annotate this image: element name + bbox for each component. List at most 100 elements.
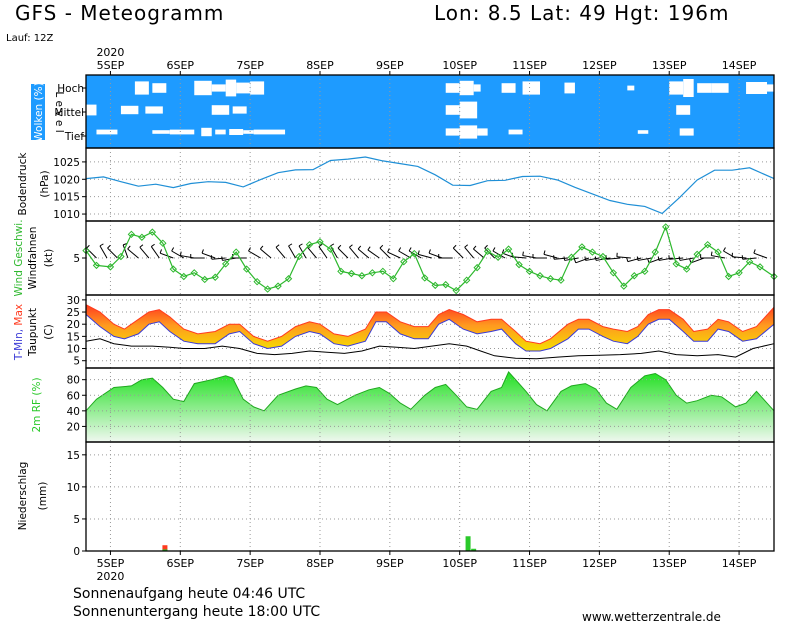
cloud-block-high	[697, 83, 712, 93]
wind-barb	[658, 257, 673, 261]
wind-barb-flag	[288, 243, 293, 247]
wind-barb-flag	[398, 247, 402, 252]
tmax-line	[85, 304, 775, 345]
wind-barb	[711, 255, 726, 259]
x-tick-label-bottom: 11SEP	[512, 557, 547, 570]
x-tick-label-top: 13SEP	[652, 59, 687, 72]
cloud-block-low	[215, 129, 226, 135]
wind-speed-point	[515, 260, 523, 269]
wind-speed-point	[609, 269, 618, 277]
y-tick-label: 0	[73, 546, 80, 558]
wind-speed-point	[452, 286, 460, 295]
wind-barb-flag	[99, 243, 104, 247]
wind-barb	[648, 257, 663, 264]
x-tick-label-bottom: 9SEP	[376, 557, 404, 570]
precip-bar-total	[465, 536, 471, 551]
cloud-blocks	[86, 79, 774, 139]
wind-barb	[464, 246, 475, 259]
cloud-block-low	[201, 127, 212, 137]
wind-barb	[288, 245, 296, 259]
wind-speed-point	[159, 239, 167, 247]
wind-barb-flag	[127, 245, 131, 250]
wind-barb	[318, 246, 328, 259]
wind-speed-point	[180, 272, 188, 281]
wind-speed-markers	[82, 223, 778, 295]
wind-barb	[367, 249, 380, 259]
wind-barb-flag	[379, 244, 384, 249]
wind-barb-flag	[248, 247, 251, 252]
wind-speed-point	[483, 247, 492, 256]
frame-precip	[85, 441, 775, 552]
cloud-block-mid	[445, 105, 460, 115]
y-tick-label: 60	[67, 390, 80, 402]
page-title: GFS - Meteogramm	[15, 1, 225, 25]
cloud-block-high	[194, 80, 212, 96]
cloud-block-high	[564, 82, 575, 94]
wind-barb-flag	[387, 248, 390, 253]
wind-speed-point	[326, 245, 335, 253]
yticks-rh: 20 40 60 80	[67, 375, 86, 433]
wind-speed-point	[400, 257, 408, 266]
wind-barb	[357, 248, 370, 259]
x-tick-label-top: 7SEP	[236, 59, 264, 72]
wind-speed-point	[641, 267, 649, 276]
wind-barb-flag	[473, 245, 477, 250]
location-readout: Lon: 8.5 Lat: 49 Hgt: 196m	[434, 1, 730, 25]
wind-speed-point	[578, 243, 586, 251]
wind-barb-flag	[298, 243, 303, 247]
grid-pressure	[109, 148, 740, 221]
wind-barb	[637, 257, 652, 261]
precip-unit: (mm)	[37, 482, 49, 511]
x-tick-label-top: 14SEP	[722, 59, 757, 72]
source-text: www.wetterzentrale.de	[582, 610, 721, 624]
wind-barb-flag	[452, 244, 457, 249]
wind-speed-point	[284, 275, 293, 283]
model-run-label: Lauf: 12Z	[6, 33, 54, 44]
y-tick-label: 5	[73, 356, 80, 368]
cloud-block-low	[508, 129, 523, 135]
wind-barb	[171, 250, 185, 259]
y-tick-label: 20	[67, 319, 80, 331]
y-tick-label: 5	[73, 253, 80, 265]
wind-speed-point	[557, 276, 565, 284]
wind-barb-flag	[318, 243, 323, 247]
wind-barb	[307, 246, 317, 259]
x-axis-labels: 5SEP 5SEP 6SEP 6SEP 7SEP 7SEP 8SEP 8SEP 9SEP 9SEP…	[96, 46, 756, 583]
wind-ylabel-flags: Windfahnen	[27, 227, 39, 290]
wind-speed-point	[316, 238, 324, 246]
wind-speed-point	[672, 260, 680, 268]
frame-pressure	[85, 147, 775, 222]
wind-barb-flag	[657, 256, 660, 261]
pressure-ylabel: Bodendruck	[17, 152, 29, 216]
wind-barb-flag	[107, 244, 111, 249]
cloud-ylabel: Wolken (%)	[33, 82, 45, 141]
sunrise-text: Sonnenaufgang heute 04:46 UTC	[73, 586, 306, 602]
wind-barb	[616, 256, 631, 259]
x-tick-label-top: 10SEP	[442, 59, 477, 72]
cloud-block-low	[169, 129, 195, 135]
wind-speed-point	[347, 269, 356, 278]
wind-barb-flag	[367, 246, 371, 251]
wind-speed-point	[358, 272, 366, 280]
wind-barb-flag	[139, 244, 144, 248]
cloud-block-low	[253, 129, 286, 135]
cloud-block-low	[477, 128, 488, 136]
x-tick-label-top: 5SEP	[97, 59, 125, 72]
cloud-block-high	[669, 81, 684, 95]
wind-barb	[690, 257, 705, 264]
wind-barb-flag	[492, 247, 496, 252]
cloud-block-high	[683, 79, 694, 97]
cloud-block-mid	[232, 106, 247, 114]
wind-speed-point	[379, 267, 387, 276]
year-label-top: 2020	[96, 46, 124, 59]
cloud-block-mid	[86, 104, 97, 116]
wind-barb-flag	[337, 244, 342, 249]
x-tick-label-top: 6SEP	[167, 59, 195, 72]
wind-barb	[127, 248, 139, 259]
cloud-block-high	[473, 84, 481, 92]
cloud-block-low	[152, 130, 170, 134]
wind-barb-flag	[349, 244, 353, 248]
cloud-block-high	[152, 83, 167, 93]
